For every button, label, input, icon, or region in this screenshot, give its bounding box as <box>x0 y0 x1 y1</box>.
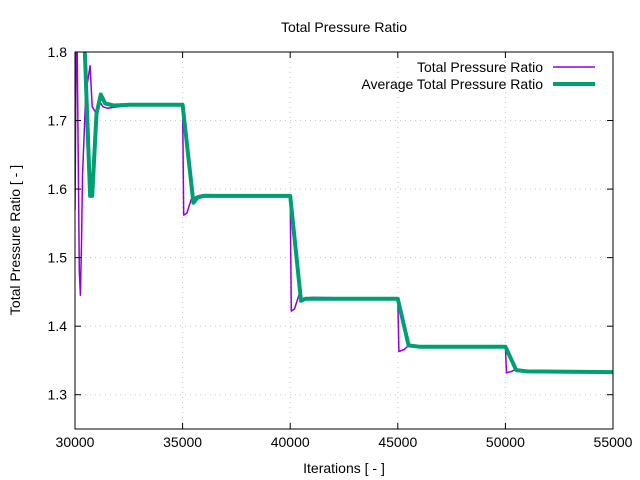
x-axis-label: Iterations [ - ] <box>303 460 385 476</box>
x-tick-label: 30000 <box>56 434 95 450</box>
y-axis-label: Total Pressure Ratio [ - ] <box>7 165 23 315</box>
legend-label-average: Average Total Pressure Ratio <box>361 76 543 92</box>
y-tick-label: 1.3 <box>48 387 68 403</box>
series-line-total-pressure-ratio <box>75 52 613 374</box>
x-tick-label: 40000 <box>271 434 310 450</box>
y-tick-label: 1.5 <box>48 250 68 266</box>
legend-label-total: Total Pressure Ratio <box>417 59 543 75</box>
x-tick-label: 35000 <box>163 434 202 450</box>
series-line-average-total-pressure-ratio <box>82 52 613 375</box>
legend: Total Pressure Ratio Average Total Press… <box>361 59 595 92</box>
x-tick-label: 45000 <box>378 434 417 450</box>
y-tick-label: 1.6 <box>48 181 68 197</box>
plot-frame <box>74 51 614 430</box>
x-tick-label: 50000 <box>486 434 525 450</box>
y-tick-label: 1.4 <box>48 318 68 334</box>
y-tick-label: 1.7 <box>48 113 68 129</box>
chart-title: Total Pressure Ratio <box>281 19 407 35</box>
y-tick-label: 1.8 <box>48 44 68 60</box>
x-tick-label: 55000 <box>594 434 633 450</box>
